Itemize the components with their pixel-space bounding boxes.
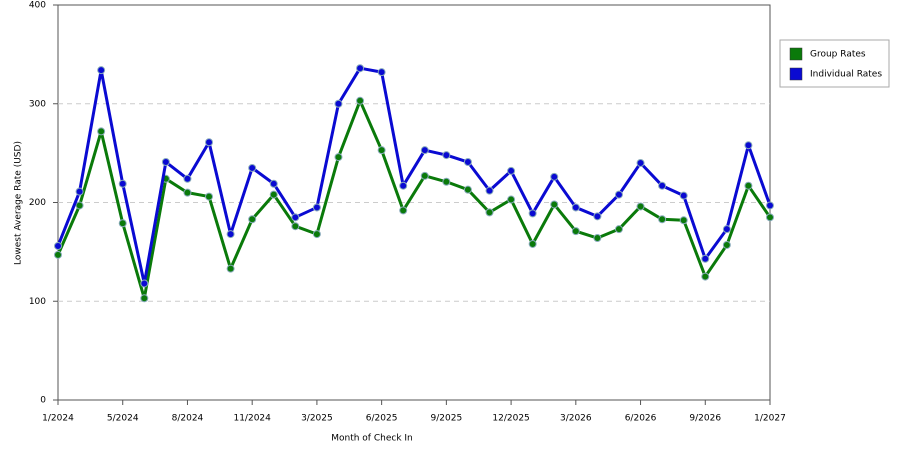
data-point	[593, 234, 602, 243]
data-point	[75, 201, 84, 210]
data-point	[312, 230, 321, 239]
data-point	[312, 203, 321, 212]
data-point	[140, 279, 149, 288]
data-point	[97, 127, 106, 136]
data-point	[226, 264, 235, 273]
data-point	[463, 185, 472, 194]
data-point	[226, 230, 235, 239]
data-point	[399, 206, 408, 215]
data-point	[528, 239, 537, 248]
legend-swatch	[789, 47, 803, 61]
data-point	[54, 250, 62, 259]
data-point	[356, 64, 365, 73]
y-tick-label: 200	[29, 198, 46, 208]
data-point	[571, 203, 580, 212]
data-point	[140, 294, 149, 303]
data-point	[118, 179, 127, 188]
data-point	[377, 146, 386, 155]
data-point	[744, 181, 753, 190]
legend-label: Individual Rates	[810, 70, 882, 80]
data-point	[334, 153, 343, 162]
data-point	[183, 188, 192, 197]
data-point	[54, 241, 62, 250]
data-point	[442, 177, 451, 186]
data-point	[183, 174, 192, 183]
legend-label: Group Rates	[810, 50, 866, 60]
data-point	[269, 179, 278, 188]
x-tick-label: 5/2024	[107, 414, 139, 424]
y-tick-label: 100	[29, 297, 46, 307]
y-tick-label: 300	[29, 99, 46, 109]
data-point	[334, 99, 343, 108]
data-point	[550, 172, 559, 181]
data-point	[614, 190, 623, 199]
data-point	[614, 225, 623, 234]
data-point	[291, 213, 300, 222]
data-point	[571, 227, 580, 236]
data-point	[593, 212, 602, 221]
data-point	[485, 186, 494, 195]
data-point	[248, 215, 257, 224]
data-point	[399, 181, 408, 190]
data-point	[766, 201, 774, 210]
data-point	[161, 158, 170, 167]
data-point	[658, 181, 667, 190]
data-point	[658, 215, 667, 224]
data-point	[485, 208, 494, 217]
data-point	[97, 66, 106, 75]
data-point	[205, 138, 214, 147]
x-tick-label: 1/2024	[42, 414, 74, 424]
data-point	[766, 213, 774, 222]
y-tick-label: 400	[29, 1, 46, 11]
y-axis-label: Lowest Average Rate (USD)	[14, 141, 24, 265]
data-point	[507, 195, 516, 204]
data-point	[701, 254, 710, 263]
data-point	[377, 68, 386, 77]
x-tick-label: 1/2027	[754, 414, 786, 424]
data-point	[550, 200, 559, 209]
data-point	[722, 240, 731, 249]
data-point	[118, 219, 127, 228]
data-point	[75, 187, 84, 196]
legend-swatch	[789, 67, 803, 81]
x-tick-label: 3/2025	[301, 414, 333, 424]
data-point	[269, 190, 278, 199]
data-point	[528, 209, 537, 218]
x-axis-label: Month of Check In	[331, 434, 413, 444]
data-point	[248, 163, 257, 172]
data-point	[507, 166, 516, 175]
x-tick-label: 9/2025	[431, 414, 463, 424]
data-point	[356, 96, 365, 105]
data-point	[679, 216, 688, 225]
data-point	[701, 272, 710, 281]
data-point	[722, 225, 731, 234]
data-point	[420, 171, 429, 180]
series-line	[56, 66, 772, 285]
x-tick-label: 11/2024	[233, 414, 271, 424]
data-point	[636, 202, 645, 211]
data-point	[463, 158, 472, 167]
y-tick-label: 0	[40, 396, 46, 406]
x-tick-label: 6/2025	[366, 414, 398, 424]
data-point	[636, 159, 645, 167]
data-point	[205, 192, 214, 201]
data-point	[679, 191, 688, 200]
data-point	[442, 151, 451, 160]
data-point	[291, 222, 300, 231]
series-line	[56, 99, 772, 300]
x-tick-label: 9/2026	[689, 414, 721, 424]
data-point	[420, 146, 429, 155]
x-tick-label: 3/2026	[560, 414, 592, 424]
x-tick-label: 6/2026	[625, 414, 657, 424]
data-point	[744, 141, 753, 150]
x-tick-label: 8/2024	[172, 414, 204, 424]
x-tick-label: 12/2025	[492, 414, 529, 424]
